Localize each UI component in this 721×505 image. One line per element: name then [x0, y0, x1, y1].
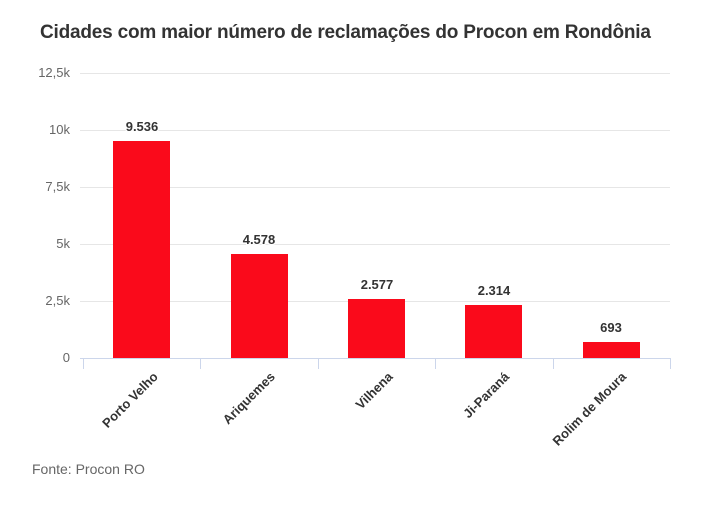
bar-ariquemes[interactable]	[231, 254, 288, 358]
y-gridline	[80, 130, 670, 131]
x-axis-tick	[318, 359, 319, 369]
y-axis-tick-label: 5k	[56, 236, 70, 251]
bar-rolim-de-moura[interactable]	[583, 342, 640, 358]
y-axis-tick-label: 12,5k	[38, 65, 70, 80]
x-axis-tick	[435, 359, 436, 369]
bar-value-label: 693	[600, 320, 622, 335]
bar-vilhena[interactable]	[348, 299, 405, 358]
bar-value-label: 4.578	[242, 232, 276, 247]
bar-value-label: 2.577	[360, 277, 394, 292]
source-caption: Fonte: Procon RO	[32, 461, 145, 477]
chart-title: Cidades com maior número de reclamações …	[40, 22, 651, 43]
y-gridline	[80, 244, 670, 245]
y-axis-tick-label: 2,5k	[45, 293, 70, 308]
y-axis-tick-label: 10k	[49, 122, 70, 137]
y-gridline	[80, 73, 670, 74]
x-axis-tick	[200, 359, 201, 369]
x-axis-tick	[553, 359, 554, 369]
y-gridline	[80, 187, 670, 188]
plot-area: 0 2,5k 5k 7,5k 10k 12,5k 9.536 Porto Velho 4.578…	[38, 65, 671, 449]
x-axis-tick	[670, 359, 671, 369]
bar-porto-velho[interactable]	[113, 141, 170, 358]
y-axis-tick-label: 7,5k	[45, 179, 70, 194]
bar-ji-parana[interactable]	[465, 305, 522, 358]
x-axis-tick	[83, 359, 84, 369]
bar-value-label: 9.536	[125, 119, 159, 134]
bar-value-label: 2.314	[477, 283, 511, 298]
y-axis-tick-label: 0	[62, 350, 70, 365]
x-axis-line	[80, 358, 671, 359]
